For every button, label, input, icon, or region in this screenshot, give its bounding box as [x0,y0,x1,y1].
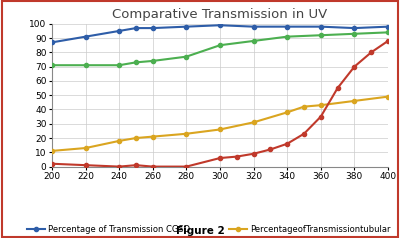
Line: PercentageofTransmissiontubular: PercentageofTransmissiontubular [50,94,390,153]
Line: Percentage of Transmission CGSD: Percentage of Transmission CGSD [50,23,390,45]
Percentage of Transmission 95% pure-flat [318,34,323,37]
Percentage of Transmission 95% pure-flat [117,64,122,67]
Percentage of Transmission 95% pure-flat [285,35,290,38]
Percentage of Transmission 95% pure-flat [83,64,88,67]
Percentage of Transmission CGSD [50,41,54,44]
Percentage of Transmission plain glass [302,132,306,135]
Percentage of Transmission plain glass [117,165,122,168]
Percentage of Transmission CGSD [285,25,290,28]
PercentageofTransmissiontubular [50,149,54,152]
Percentage of Transmission plain glass [268,148,273,151]
PercentageofTransmissiontubular [184,132,189,135]
PercentageofTransmissiontubular [285,111,290,114]
Percentage of Transmission CGSD [318,25,323,28]
Percentage of Transmission CGSD [184,25,189,28]
Percentage of Transmission CGSD [352,27,357,30]
Percentage of Transmission plain glass [251,152,256,155]
Line: Percentage of Transmission 95% pure-flat: Percentage of Transmission 95% pure-flat [50,30,390,67]
Percentage of Transmission 95% pure-flat [184,55,189,58]
Percentage of Transmission 95% pure-flat [352,32,357,35]
Percentage of Transmission plain glass [352,65,357,68]
Percentage of Transmission plain glass [369,51,374,54]
Percentage of Transmission plain glass [335,87,340,89]
PercentageofTransmissiontubular [302,105,306,108]
Percentage of Transmission 95% pure-flat [50,64,54,67]
PercentageofTransmissiontubular [117,139,122,142]
PercentageofTransmissiontubular [134,137,138,139]
PercentageofTransmissiontubular [251,121,256,124]
Percentage of Transmission plain glass [150,165,155,168]
Percentage of Transmission CGSD [134,27,138,30]
Percentage of Transmission plain glass [218,157,222,159]
Text: Figure 2: Figure 2 [176,226,224,236]
Percentage of Transmission CGSD [386,25,390,28]
Percentage of Transmission CGSD [218,24,222,27]
Percentage of Transmission plain glass [386,40,390,42]
Percentage of Transmission CGSD [83,35,88,38]
Line: Percentage of Transmission plain glass: Percentage of Transmission plain glass [50,39,390,169]
Percentage of Transmission plain glass [318,115,323,118]
Percentage of Transmission plain glass [83,164,88,167]
Percentage of Transmission CGSD [150,27,155,30]
Percentage of Transmission 95% pure-flat [251,40,256,42]
PercentageofTransmissiontubular [218,128,222,131]
Percentage of Transmission plain glass [184,165,189,168]
Percentage of Transmission plain glass [234,155,239,158]
Percentage of Transmission CGSD [251,25,256,28]
PercentageofTransmissiontubular [352,99,357,102]
Title: Comparative Transmission in UV: Comparative Transmission in UV [112,8,328,21]
Legend: Percentage of Transmission CGSD, Percentage of Transmission 95% pure-flat, Perce: Percentage of Transmission CGSD, Percent… [27,225,400,238]
PercentageofTransmissiontubular [318,104,323,107]
Percentage of Transmission 95% pure-flat [150,60,155,62]
Percentage of Transmission 95% pure-flat [134,61,138,64]
PercentageofTransmissiontubular [386,95,390,98]
Percentage of Transmission 95% pure-flat [218,44,222,47]
Percentage of Transmission plain glass [50,162,54,165]
Percentage of Transmission 95% pure-flat [386,31,390,34]
Percentage of Transmission CGSD [117,30,122,32]
Percentage of Transmission plain glass [285,142,290,145]
PercentageofTransmissiontubular [150,135,155,138]
Percentage of Transmission plain glass [134,164,138,167]
PercentageofTransmissiontubular [83,147,88,149]
